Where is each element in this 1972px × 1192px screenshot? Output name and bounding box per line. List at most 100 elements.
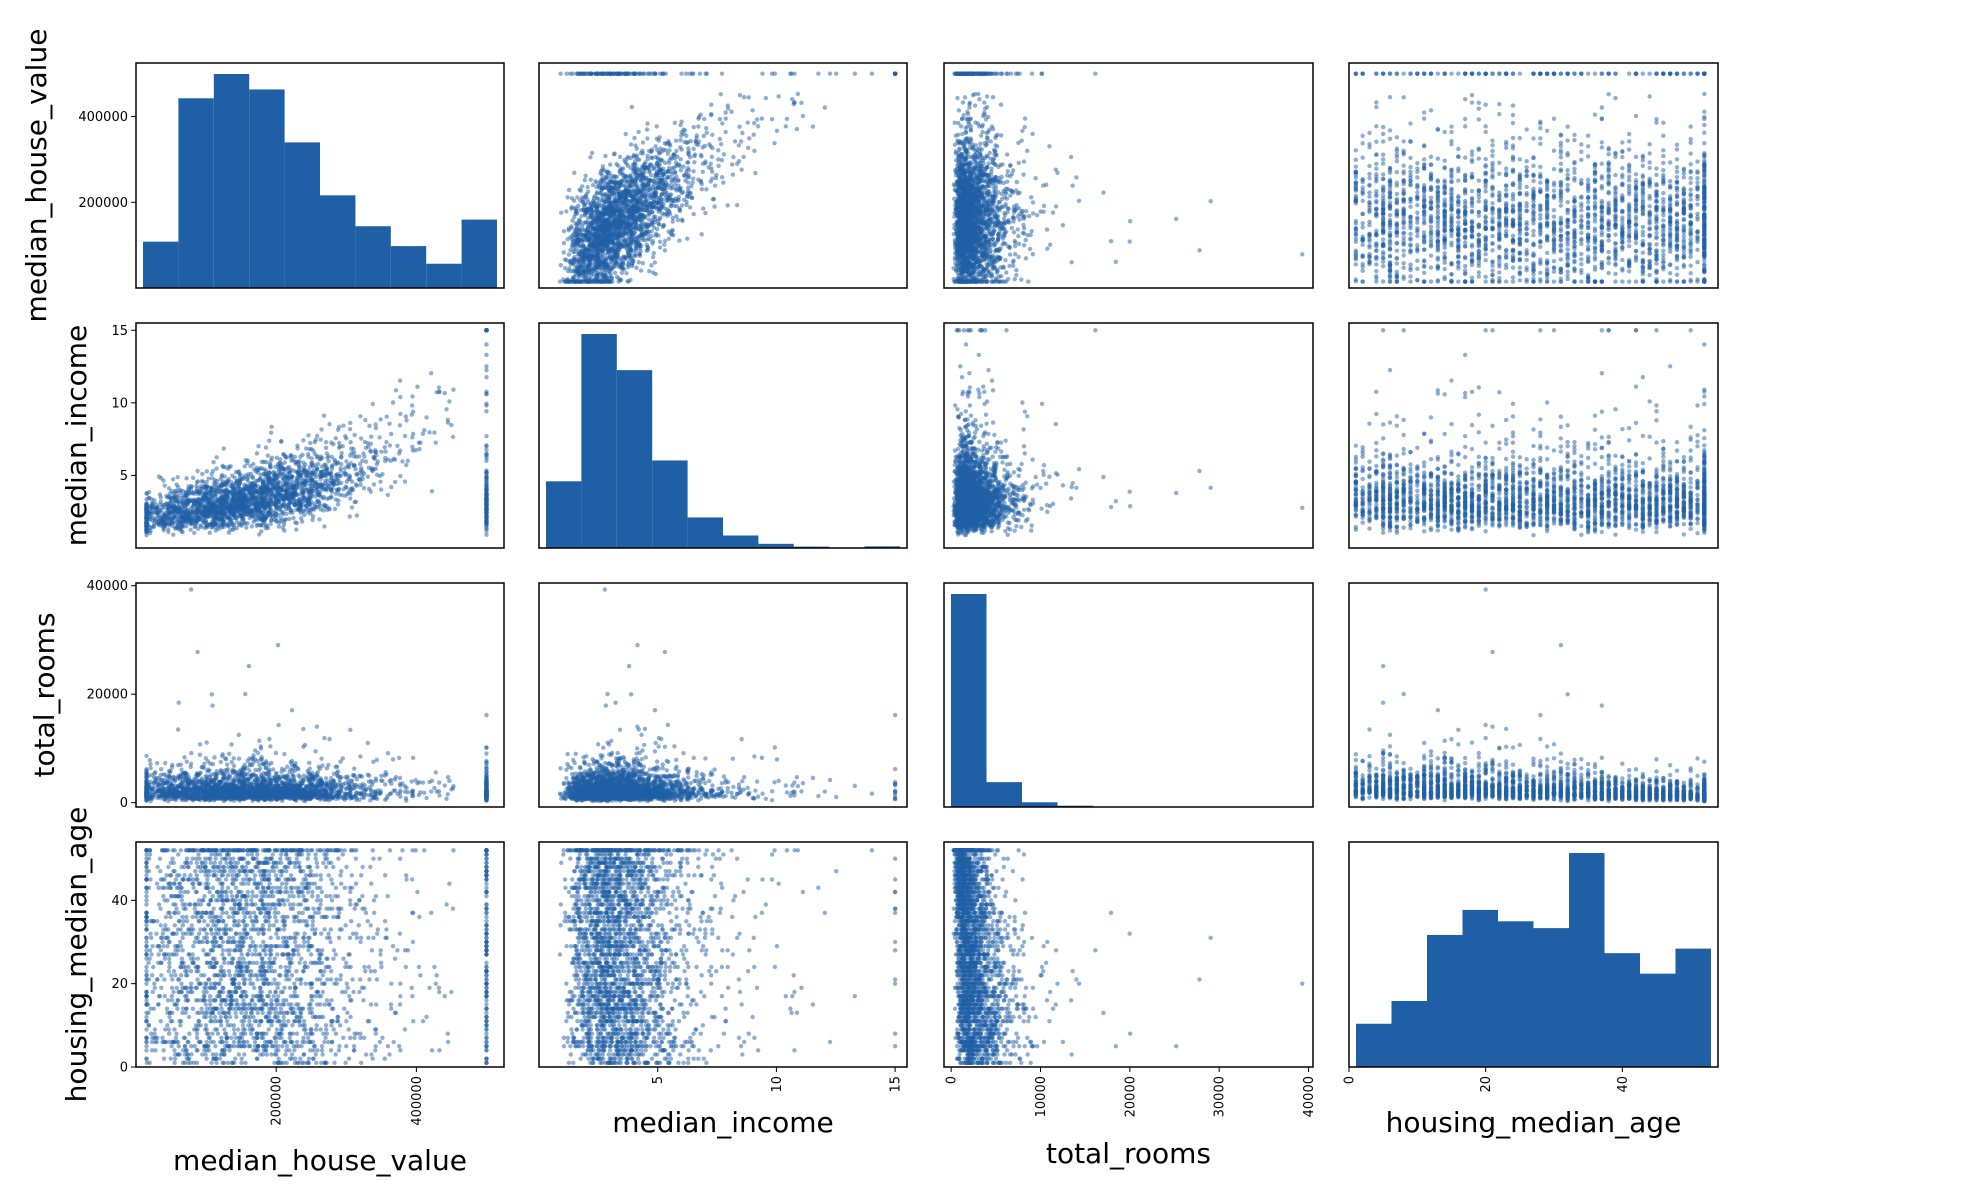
point [712, 183, 718, 188]
point [629, 263, 635, 269]
point [588, 269, 594, 274]
point [719, 175, 725, 180]
point [571, 246, 576, 251]
point [989, 166, 994, 171]
point [632, 193, 637, 198]
point [691, 211, 696, 217]
point [618, 238, 623, 244]
point [571, 249, 576, 255]
point [729, 109, 734, 114]
point [662, 206, 668, 211]
point [980, 129, 985, 135]
point [634, 226, 639, 231]
point [590, 182, 596, 188]
point [658, 146, 663, 151]
point [703, 161, 708, 166]
point [986, 161, 991, 166]
point [1002, 210, 1007, 216]
point [636, 215, 641, 220]
point [628, 142, 634, 147]
point [569, 196, 575, 201]
point [984, 135, 990, 140]
point [561, 228, 567, 234]
point [999, 71, 1004, 76]
point [594, 185, 599, 190]
point [627, 221, 632, 227]
point [650, 204, 656, 209]
point [632, 183, 638, 188]
point [794, 126, 800, 132]
point [752, 148, 757, 153]
point [581, 244, 586, 250]
point [1015, 227, 1020, 232]
point [579, 252, 585, 257]
point [683, 178, 688, 183]
point [557, 279, 563, 284]
point [730, 172, 736, 177]
point [657, 71, 663, 76]
hist-bar-median_house_value-8 [426, 263, 462, 288]
point [1000, 162, 1005, 167]
point [566, 252, 572, 257]
point [614, 162, 619, 167]
point [628, 174, 633, 179]
points-median_house_value-vs-median_income [557, 71, 898, 284]
point [967, 105, 972, 110]
point [1021, 172, 1026, 177]
point [623, 131, 628, 137]
point [567, 266, 572, 271]
point [646, 166, 651, 171]
point [591, 254, 597, 259]
point [578, 207, 583, 213]
point [665, 151, 671, 156]
point [978, 269, 983, 274]
point [637, 251, 642, 257]
point [652, 260, 658, 265]
point [628, 183, 633, 188]
point [600, 167, 605, 172]
point [570, 279, 575, 284]
point [685, 188, 691, 194]
point [658, 215, 663, 220]
point [636, 129, 641, 135]
point [558, 263, 563, 268]
point [959, 116, 965, 122]
point [599, 176, 605, 182]
point [957, 203, 962, 208]
point [1001, 264, 1006, 269]
point [965, 272, 970, 278]
point [994, 279, 1000, 284]
point [637, 189, 643, 194]
point [580, 71, 585, 76]
point [616, 186, 621, 191]
point [967, 146, 972, 151]
point [648, 195, 653, 200]
point [697, 71, 703, 76]
point [1069, 260, 1074, 265]
point [607, 217, 612, 222]
point [564, 209, 569, 214]
point [667, 148, 672, 153]
hist-bar-median_house_value-7 [390, 246, 427, 288]
point [654, 172, 659, 177]
point [640, 140, 646, 145]
point [622, 255, 627, 260]
point [640, 232, 645, 238]
point [684, 202, 689, 208]
point [664, 191, 670, 196]
point [1025, 148, 1030, 153]
point [610, 222, 616, 227]
point [657, 239, 663, 244]
point [659, 177, 665, 183]
point [962, 275, 968, 281]
point [995, 232, 1001, 238]
point [638, 150, 644, 156]
point [732, 139, 738, 144]
point [958, 162, 964, 167]
point [657, 150, 662, 156]
point [632, 135, 637, 141]
point [603, 175, 608, 180]
point [612, 151, 617, 156]
point [594, 248, 600, 253]
point [586, 244, 591, 250]
